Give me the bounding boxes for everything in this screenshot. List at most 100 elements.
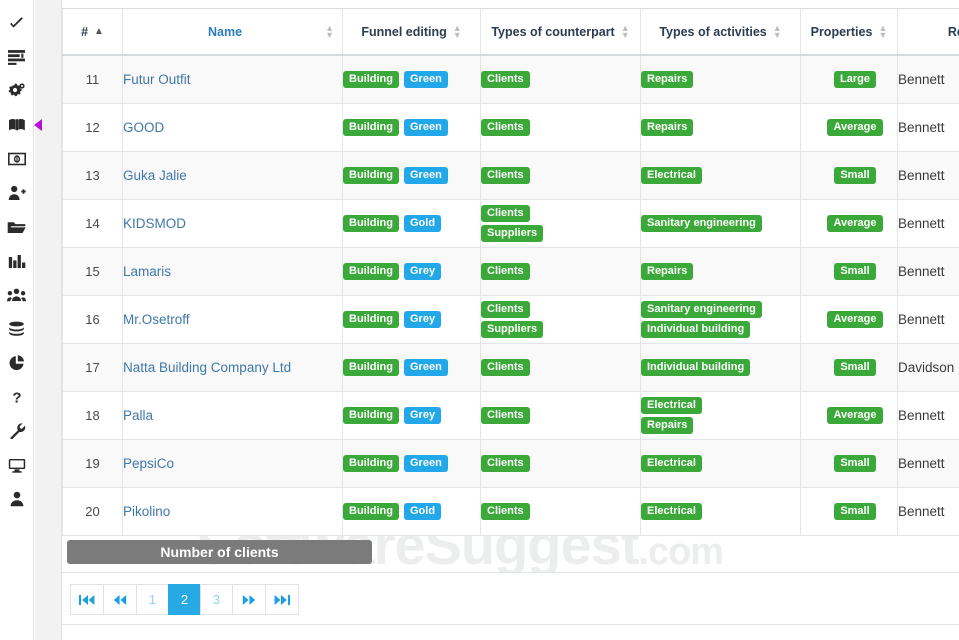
column-header-resp[interactable]: Responsible: [897, 9, 959, 56]
tag-badge[interactable]: Clients: [481, 358, 530, 376]
tag-badge[interactable]: Repairs: [641, 118, 694, 136]
sort-toggle-icon[interactable]: ▲ ▼: [452, 22, 462, 40]
sidebar-item-leads[interactable]: [0, 176, 33, 210]
tag-badge[interactable]: Average: [827, 118, 883, 136]
sidebar-item-feed[interactable]: [0, 40, 33, 74]
tag-badge[interactable]: Clients: [481, 262, 530, 280]
sidebar-item-desktop[interactable]: [0, 448, 33, 482]
tag-badge[interactable]: Small: [834, 502, 876, 520]
tag-badge[interactable]: Clients: [481, 300, 530, 318]
tag-badge[interactable]: Suppliers: [481, 320, 544, 338]
sidebar-item-clients[interactable]: [0, 108, 42, 142]
sort-toggle-icon[interactable]: ▲ ▼: [620, 22, 630, 40]
cell-client-name[interactable]: Palla: [122, 391, 343, 440]
tag-badge[interactable]: Green: [404, 454, 448, 472]
tag-badge[interactable]: Repairs: [641, 262, 694, 280]
tag-badge[interactable]: Sanitary engineering: [641, 300, 762, 318]
table-row[interactable]: 20 Pikolino Building Gold Clients Electrical S…: [62, 487, 959, 536]
sidebar-item-documents[interactable]: [0, 210, 33, 244]
table-row[interactable]: 11 Futur Outfit Building Green Clients Repair…: [62, 55, 959, 104]
tag-badge[interactable]: Grey: [404, 406, 442, 424]
column-header-funnel[interactable]: Funnel editing ▲ ▼: [342, 9, 481, 56]
next-page-button[interactable]: [232, 584, 266, 615]
tag-badge[interactable]: Building: [343, 70, 399, 88]
sidebar-item-help[interactable]: ?: [0, 380, 33, 414]
tag-badge[interactable]: Green: [404, 358, 448, 376]
tag-badge[interactable]: Average: [827, 310, 883, 328]
tag-badge[interactable]: Building: [343, 406, 399, 424]
cell-client-name[interactable]: Natta Building Company Ltd: [122, 343, 343, 392]
cell-client-name[interactable]: KIDSMOD: [122, 199, 343, 248]
tag-badge[interactable]: Building: [343, 310, 399, 328]
sort-toggle-icon[interactable]: ▲ ▼: [772, 22, 782, 40]
tag-badge[interactable]: Electrical: [641, 396, 702, 414]
tag-badge[interactable]: Building: [343, 502, 399, 520]
sort-toggle-icon[interactable]: ▲ ▼: [325, 22, 334, 40]
sidebar-item-tasks[interactable]: [0, 6, 33, 40]
cell-client-name[interactable]: Guka Jalie: [122, 151, 343, 200]
tag-badge[interactable]: Green: [404, 70, 448, 88]
column-header-name[interactable]: Name ▲ ▼: [122, 9, 343, 56]
tag-badge[interactable]: Clients: [481, 502, 530, 520]
tag-badge[interactable]: Building: [343, 118, 399, 136]
tag-badge[interactable]: Gold: [404, 502, 442, 520]
cell-client-name[interactable]: GOOD: [122, 103, 343, 152]
tag-badge[interactable]: Individual building: [641, 358, 751, 376]
tag-badge[interactable]: Clients: [481, 166, 530, 184]
sidebar-item-profile[interactable]: [0, 482, 33, 516]
sidebar-item-finance[interactable]: [0, 142, 33, 176]
column-header-num[interactable]: # ▲: [62, 9, 123, 56]
tag-badge[interactable]: Building: [343, 214, 399, 232]
sort-ascending-icon[interactable]: ▲: [94, 25, 104, 37]
tag-badge[interactable]: Small: [834, 454, 876, 472]
tag-badge[interactable]: Clients: [481, 454, 530, 472]
tag-badge[interactable]: Building: [343, 166, 399, 184]
cell-client-name[interactable]: Pikolino: [122, 487, 343, 536]
sidebar-item-analytics[interactable]: [0, 244, 33, 278]
table-row[interactable]: 16 Mr.Osetroff Building Grey Clients Supplier…: [62, 295, 959, 344]
tag-badge[interactable]: Repairs: [641, 70, 694, 88]
tag-badge[interactable]: Electrical: [641, 166, 702, 184]
cell-client-name[interactable]: Mr.Osetroff: [122, 295, 343, 344]
tag-badge[interactable]: Small: [834, 166, 876, 184]
page-3-button[interactable]: 3: [200, 584, 233, 615]
table-row[interactable]: 12 GOOD Building Green Clients Repairs Average…: [62, 103, 959, 152]
column-header-counter[interactable]: Types of counterpart ▲ ▼: [480, 9, 641, 56]
tag-badge[interactable]: Small: [834, 262, 876, 280]
table-row[interactable]: 18 Palla Building Grey Clients Electrical Repa…: [62, 391, 959, 440]
cell-client-name[interactable]: Futur Outfit: [122, 55, 343, 104]
tag-badge[interactable]: Large: [834, 70, 876, 88]
table-row[interactable]: 17 Natta Building Company Ltd Building Gree…: [62, 343, 959, 392]
tag-badge[interactable]: Clients: [481, 118, 530, 136]
column-header-props[interactable]: Properties ▲ ▼: [800, 9, 898, 56]
tag-badge[interactable]: Average: [827, 406, 883, 424]
tag-badge[interactable]: Building: [343, 454, 399, 472]
tag-badge[interactable]: Clients: [481, 406, 530, 424]
table-row[interactable]: 14 KIDSMOD Building Gold Clients Suppliers San…: [62, 199, 959, 248]
sidebar-item-reports[interactable]: [0, 346, 33, 380]
tag-badge[interactable]: Building: [343, 358, 399, 376]
tag-badge[interactable]: Individual building: [641, 320, 751, 338]
tag-badge[interactable]: Electrical: [641, 454, 702, 472]
page-1-button[interactable]: 1: [136, 584, 169, 615]
sidebar-item-settings[interactable]: [0, 414, 33, 448]
column-header-activ[interactable]: Types of activities ▲ ▼: [640, 9, 801, 56]
tag-badge[interactable]: Small: [834, 358, 876, 376]
tag-badge[interactable]: Clients: [481, 204, 530, 222]
sidebar-item-employees[interactable]: [0, 278, 33, 312]
tag-badge[interactable]: Suppliers: [481, 224, 544, 242]
table-row[interactable]: 15 Lamaris Building Grey Clients Repairs Small…: [62, 247, 959, 296]
tag-badge[interactable]: Green: [404, 166, 448, 184]
page-2-button[interactable]: 2: [168, 584, 201, 615]
tag-badge[interactable]: Building: [343, 262, 399, 280]
tag-badge[interactable]: Repairs: [641, 416, 694, 434]
tag-badge[interactable]: Sanitary engineering: [641, 214, 762, 232]
tag-badge[interactable]: Electrical: [641, 502, 702, 520]
table-row[interactable]: 19 PepsiCo Building Green Clients Electrical S…: [62, 439, 959, 488]
sort-toggle-icon[interactable]: ▲ ▼: [878, 22, 888, 40]
tag-badge[interactable]: Grey: [404, 262, 442, 280]
tag-badge[interactable]: Green: [404, 118, 448, 136]
cell-client-name[interactable]: Lamaris: [122, 247, 343, 296]
tag-badge[interactable]: Clients: [481, 70, 530, 88]
prev-page-button[interactable]: [103, 584, 137, 615]
